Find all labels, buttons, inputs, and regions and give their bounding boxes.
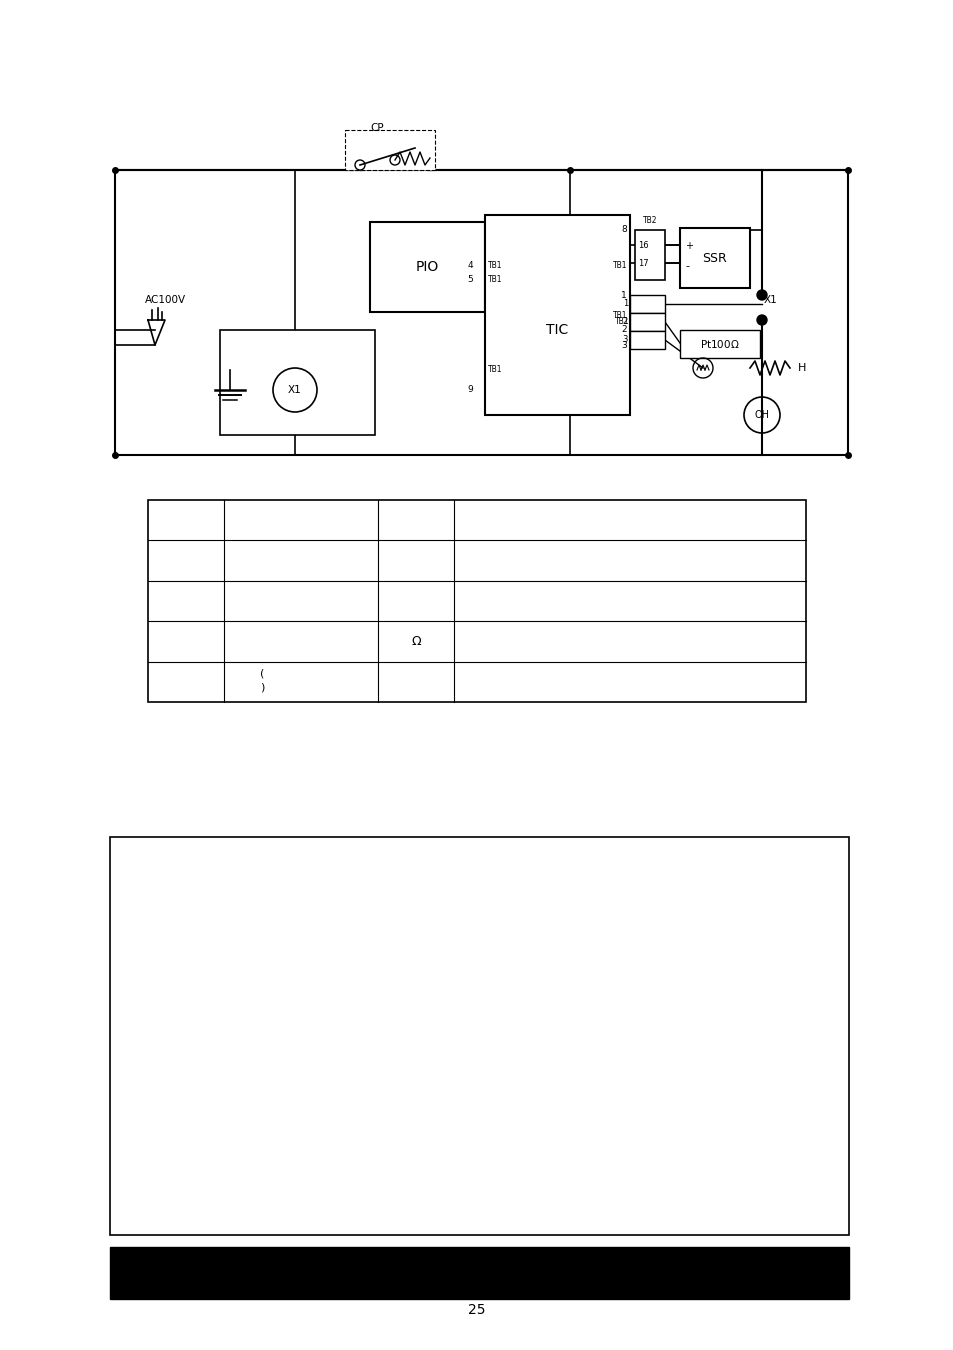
Text: 9: 9: [467, 386, 473, 394]
Text: AC100V: AC100V: [145, 296, 186, 305]
Circle shape: [757, 290, 766, 300]
Bar: [110, 1247, 848, 1299]
Text: TB1: TB1: [612, 310, 626, 320]
Text: TB1: TB1: [615, 317, 629, 327]
Bar: [484, 215, 629, 414]
Bar: [220, 329, 375, 435]
Text: (: (: [260, 668, 264, 679]
Text: Ω: Ω: [411, 634, 420, 648]
Bar: [629, 296, 664, 313]
Bar: [110, 837, 848, 1235]
Text: 3: 3: [622, 336, 627, 344]
Text: 1: 1: [620, 290, 626, 300]
Text: 3: 3: [620, 340, 626, 350]
Bar: [629, 331, 664, 350]
Text: X1: X1: [288, 385, 301, 396]
Text: PIO: PIO: [416, 261, 438, 274]
Text: -: -: [684, 261, 688, 271]
Text: OH: OH: [754, 410, 769, 420]
Text: TB2: TB2: [642, 216, 657, 225]
Text: TB1: TB1: [488, 261, 502, 270]
Bar: [629, 313, 664, 331]
Text: TB1: TB1: [488, 366, 502, 374]
Text: 8: 8: [620, 225, 626, 235]
Bar: [370, 221, 484, 312]
Text: +: +: [684, 242, 692, 251]
Text: 17: 17: [638, 258, 648, 267]
Text: TB1: TB1: [488, 275, 502, 285]
Bar: [679, 329, 760, 358]
Text: Pt100$\Omega$: Pt100$\Omega$: [700, 338, 739, 350]
Text: H: H: [797, 363, 805, 373]
Bar: [635, 230, 664, 279]
Text: 1: 1: [622, 300, 627, 309]
Text: CP: CP: [370, 123, 383, 134]
Text: 16: 16: [638, 240, 648, 250]
Text: ): ): [260, 683, 264, 693]
Bar: [679, 228, 749, 288]
Text: 2: 2: [620, 325, 626, 335]
Text: 4: 4: [467, 261, 473, 270]
Text: TB1: TB1: [612, 261, 626, 270]
Text: TIC: TIC: [546, 323, 568, 338]
Text: SSR: SSR: [702, 251, 726, 265]
Bar: [148, 500, 805, 702]
Text: 2: 2: [622, 317, 627, 327]
Bar: [345, 130, 435, 170]
Text: 5: 5: [467, 275, 473, 285]
Text: 25: 25: [468, 1303, 485, 1318]
Circle shape: [757, 315, 766, 325]
Text: X1: X1: [763, 296, 777, 305]
